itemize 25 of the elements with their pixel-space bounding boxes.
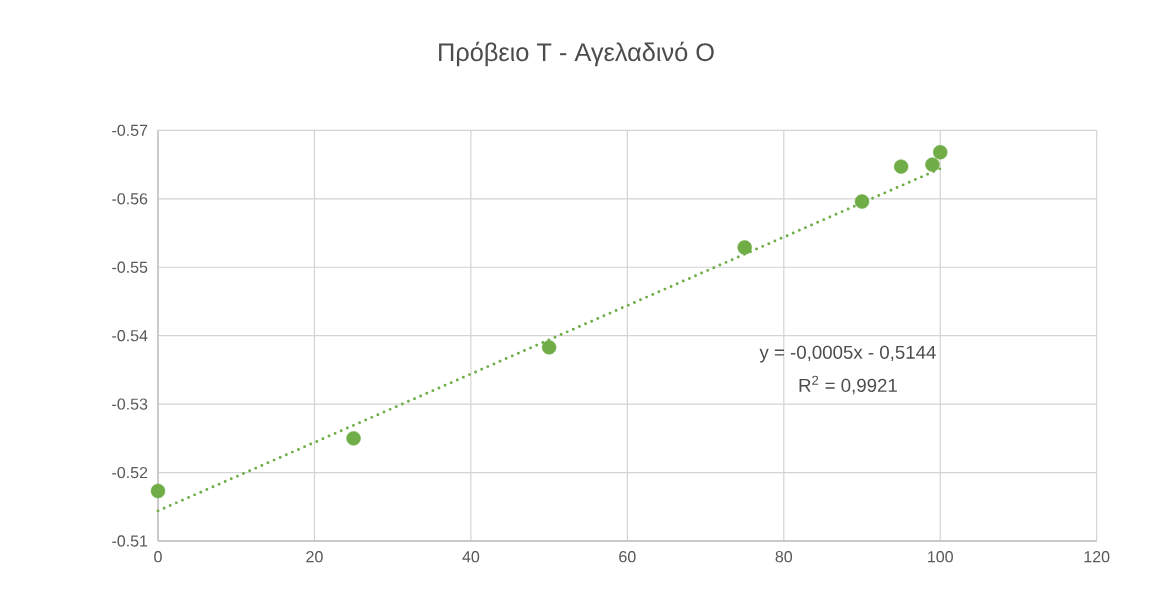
point [541,340,557,355]
y-tick-label: -0.52 [112,466,148,479]
point [893,159,909,174]
point [925,157,940,172]
x-tick-label: 100 [928,551,953,563]
x-tick-label: 80 [775,551,793,563]
point [933,145,948,160]
x-tick-label: 60 [619,551,636,563]
point [854,194,870,209]
y-tick-label: -0.56 [112,193,148,205]
y-tick-label: -0.54 [112,330,148,342]
point [346,431,361,446]
x-tick-label: 0 [154,551,162,563]
x-tick-label: 120 [1084,551,1110,563]
annotation: R$^{2}$ = 0,9921 [799,375,897,395]
point [737,240,752,255]
annotation: y = -0,0005x - 0,5144 [759,345,936,363]
x-tick-label: 20 [306,551,323,563]
y-tick-label: -0.53 [112,398,148,410]
y-tick-label: -0.55 [112,261,148,273]
chart-title: Πρόβειο Τ - Αγελαδινό Ο [439,41,714,67]
point [150,483,166,499]
x-tick-label: 40 [462,551,480,563]
y-tick-label: -0.51 [112,535,148,547]
y-tick-label: -0.57 [112,124,148,136]
